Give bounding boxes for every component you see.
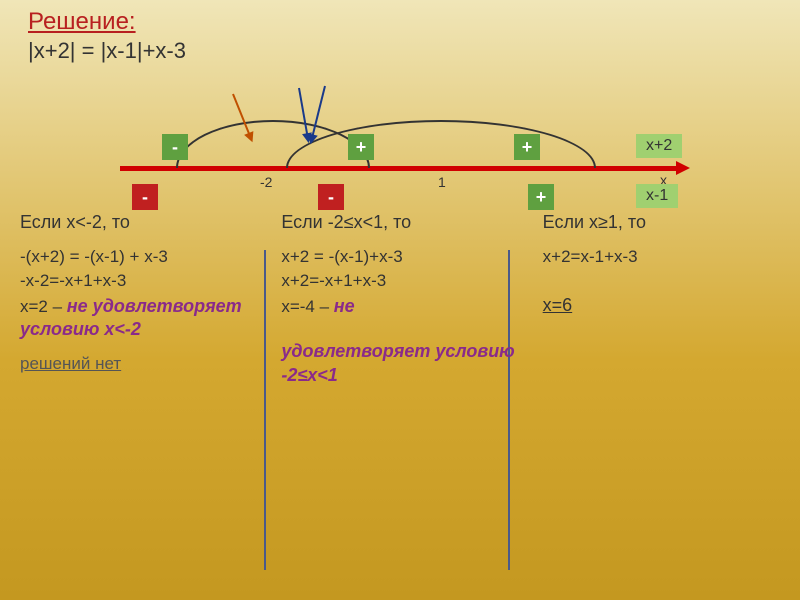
case-line: x=-4 – не bbox=[281, 295, 518, 318]
expression-label: x-1 bbox=[636, 184, 678, 208]
case-line: x+2 = -(x-1)+x-3 bbox=[281, 247, 518, 267]
case-answer: x=6 bbox=[543, 295, 780, 316]
case-column-2: Если -2≤x<1, то x+2 = -(x-1)+x-3 x+2=-x+… bbox=[267, 212, 518, 387]
case-condition: Если -2≤x<1, то bbox=[281, 212, 518, 233]
case-line: -x-2=-x+1+x-3 bbox=[20, 271, 257, 291]
sign-box: - bbox=[162, 134, 188, 160]
equation-text: |x+2| = |x-1|+x-3 bbox=[0, 36, 800, 64]
fail-continuation: удовлетворяет условию -2≤x<1 bbox=[281, 340, 518, 387]
column-divider-1 bbox=[264, 250, 266, 570]
case-condition: Если x<-2, то bbox=[20, 212, 257, 233]
case-line: -(x+2) = -(x-1) + x-3 bbox=[20, 247, 257, 267]
tick-neg2: -2 bbox=[260, 174, 272, 190]
sign-box: + bbox=[528, 184, 554, 210]
case-line bbox=[543, 271, 780, 291]
tick-1: 1 bbox=[438, 174, 446, 190]
cases-columns: Если x<-2, то -(x+2) = -(x-1) + x-3 -x-2… bbox=[0, 206, 800, 387]
case-column-3: Если x≥1, то x+2=x-1+x-3 x=6 bbox=[529, 212, 780, 387]
sign-box: - bbox=[318, 184, 344, 210]
sign-box: + bbox=[514, 134, 540, 160]
expression-label: x+2 bbox=[636, 134, 682, 158]
sign-box: - bbox=[132, 184, 158, 210]
number-line-diagram: -2 1 x -++ --+ x+2x-1 bbox=[0, 76, 800, 206]
case-column-1: Если x<-2, то -(x+2) = -(x-1) + x-3 -x-2… bbox=[20, 212, 257, 387]
case-line: x+2=-x+1+x-3 bbox=[281, 271, 518, 291]
no-solution-text: решений нет bbox=[20, 354, 257, 374]
sign-box: + bbox=[348, 134, 374, 160]
sign-curve bbox=[286, 120, 596, 168]
case-line: x+2=x-1+x-3 bbox=[543, 247, 780, 267]
solution-title: Решение: bbox=[0, 0, 800, 36]
case-condition: Если x≥1, то bbox=[543, 212, 780, 233]
case-line: x=2 – не удовлетворяет условию x<-2 bbox=[20, 295, 257, 342]
